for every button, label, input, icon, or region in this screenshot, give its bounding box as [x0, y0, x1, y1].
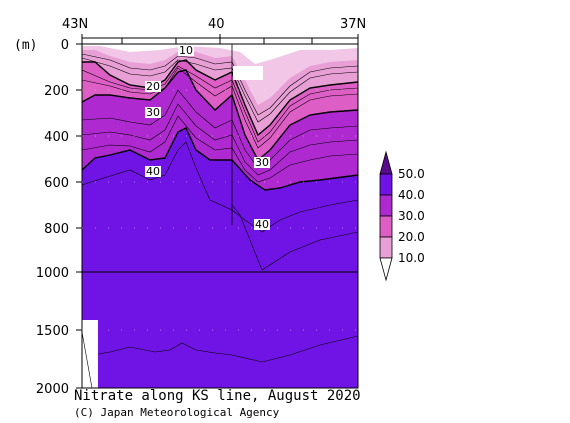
y-tick-400: 400: [44, 130, 69, 145]
colorbar-bottom-cap: [379, 257, 393, 282]
contour-label-20: 20: [146, 80, 160, 93]
colorbar-label-20: 20.0: [398, 230, 425, 244]
y-tick-200: 200: [44, 84, 69, 99]
contour-fill-layer: [82, 44, 358, 388]
colorbar-label-30: 30.0: [398, 209, 425, 223]
band-surface: [82, 44, 358, 64]
x-tick-43n: 43N: [62, 17, 88, 32]
y-tick-600: 600: [44, 176, 69, 191]
colorbar-cell-20-30: [379, 215, 393, 238]
y-axis: (m) 0 200 400 600 800 1000 1500 2000: [14, 38, 82, 397]
y-tick-0: 0: [61, 38, 69, 53]
missing-data-patch-upper: [233, 66, 263, 80]
contour-label-10: 10: [179, 44, 193, 57]
contour-label-30: 30: [146, 106, 160, 119]
contour-label-30-east: 30: [255, 156, 269, 169]
colorbar-label-40: 40.0: [398, 188, 425, 202]
contour-label-40: 40: [146, 165, 160, 178]
y-tick-800: 800: [44, 222, 69, 237]
colorbar-top-cap: [379, 150, 393, 175]
missing-data-patch-lower: [82, 320, 98, 388]
colorbar-cell-30-40: [379, 194, 393, 217]
colorbar-cell-40-50: [379, 173, 393, 196]
y-unit-label: (m): [14, 38, 37, 53]
contour-label-group: 10 20 30 40 30 40: [145, 44, 270, 231]
x-tick-37n: 37N: [340, 17, 366, 32]
y-tick-1500: 1500: [36, 324, 69, 339]
y-tick-1000: 1000: [36, 266, 69, 281]
contour-label-40-east: 40: [255, 218, 269, 231]
band-0-10: [82, 44, 358, 105]
colorbar-cell-10-20: [379, 236, 393, 259]
y-tick-2000: 2000: [36, 382, 69, 397]
top-axis: 43N 40 37N: [62, 17, 366, 44]
chart-credit: (C) Japan Meteorological Agency: [74, 406, 280, 419]
contour-lines: [82, 53, 358, 363]
chart-title: Nitrate along KS line, August 2020: [74, 388, 361, 404]
x-tick-40: 40: [208, 17, 225, 32]
colorbar: 50.0 40.0 30.0 20.0 10.0: [379, 150, 425, 282]
bold-contour-lines: [82, 59, 358, 191]
colorbar-label-10: 10.0: [398, 251, 425, 265]
colorbar-label-50: 50.0: [398, 167, 425, 181]
